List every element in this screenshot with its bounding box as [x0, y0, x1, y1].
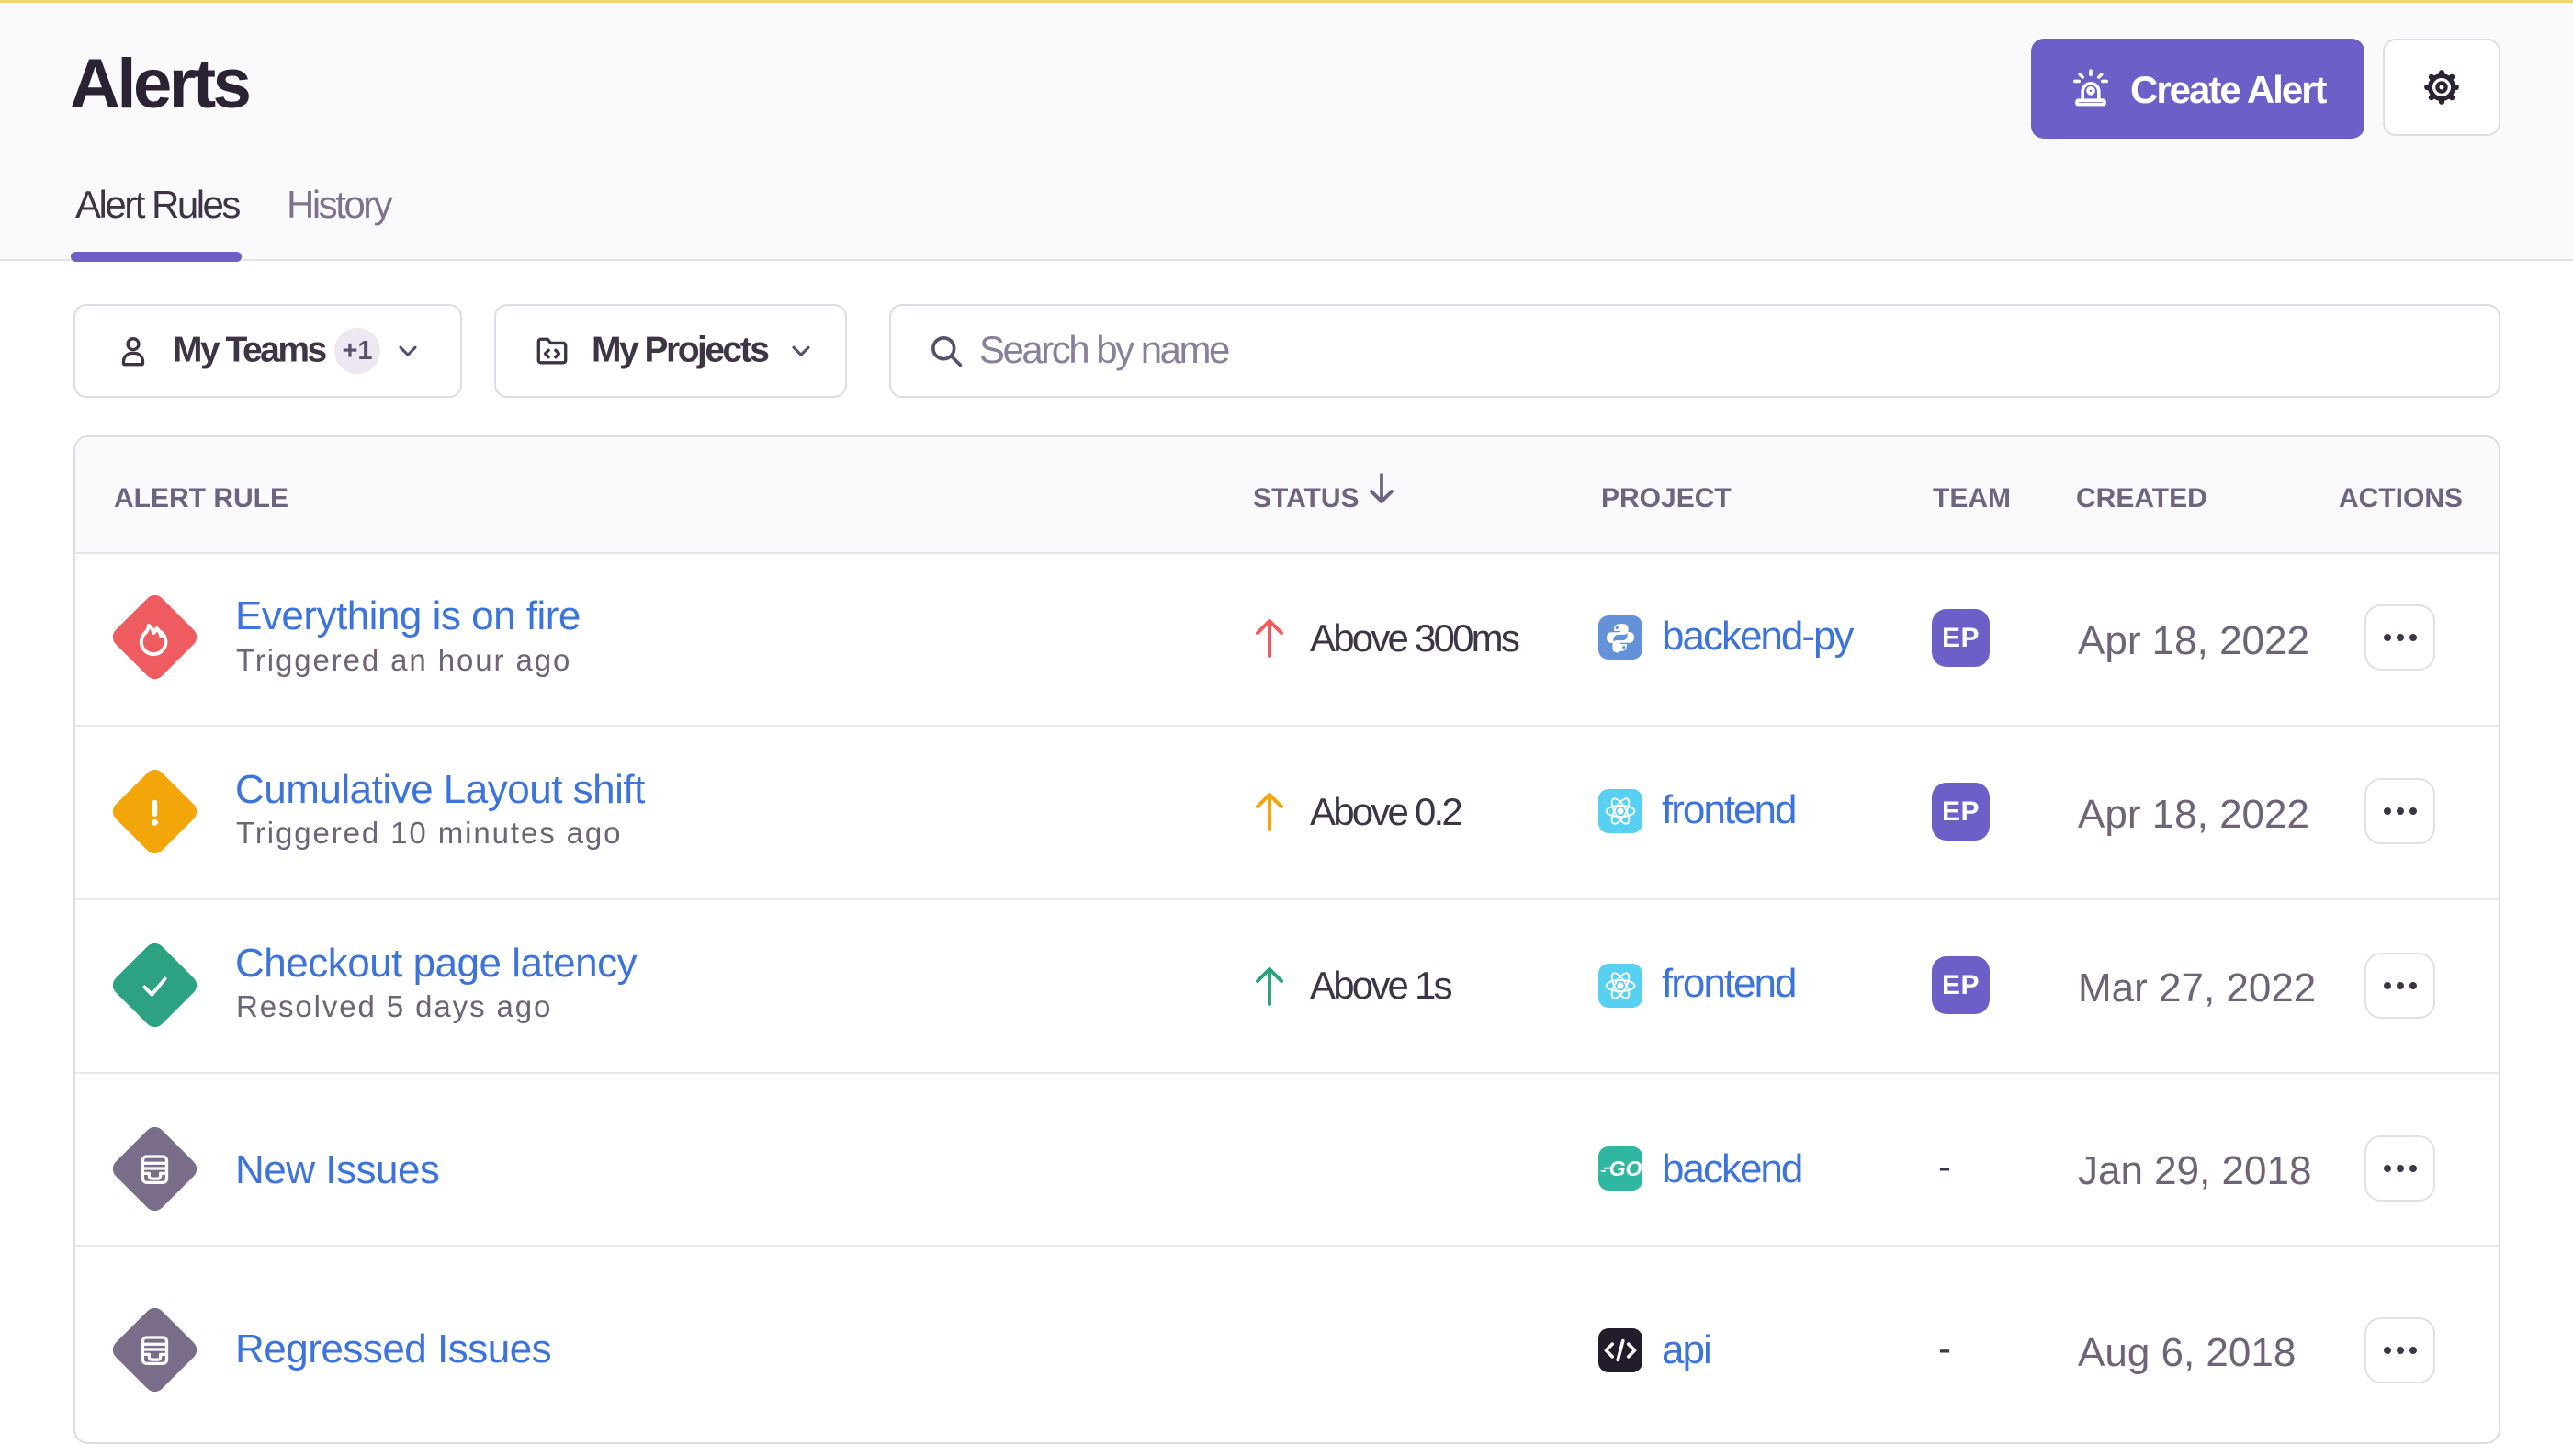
svg-text:GO: GO [1609, 1157, 1642, 1180]
